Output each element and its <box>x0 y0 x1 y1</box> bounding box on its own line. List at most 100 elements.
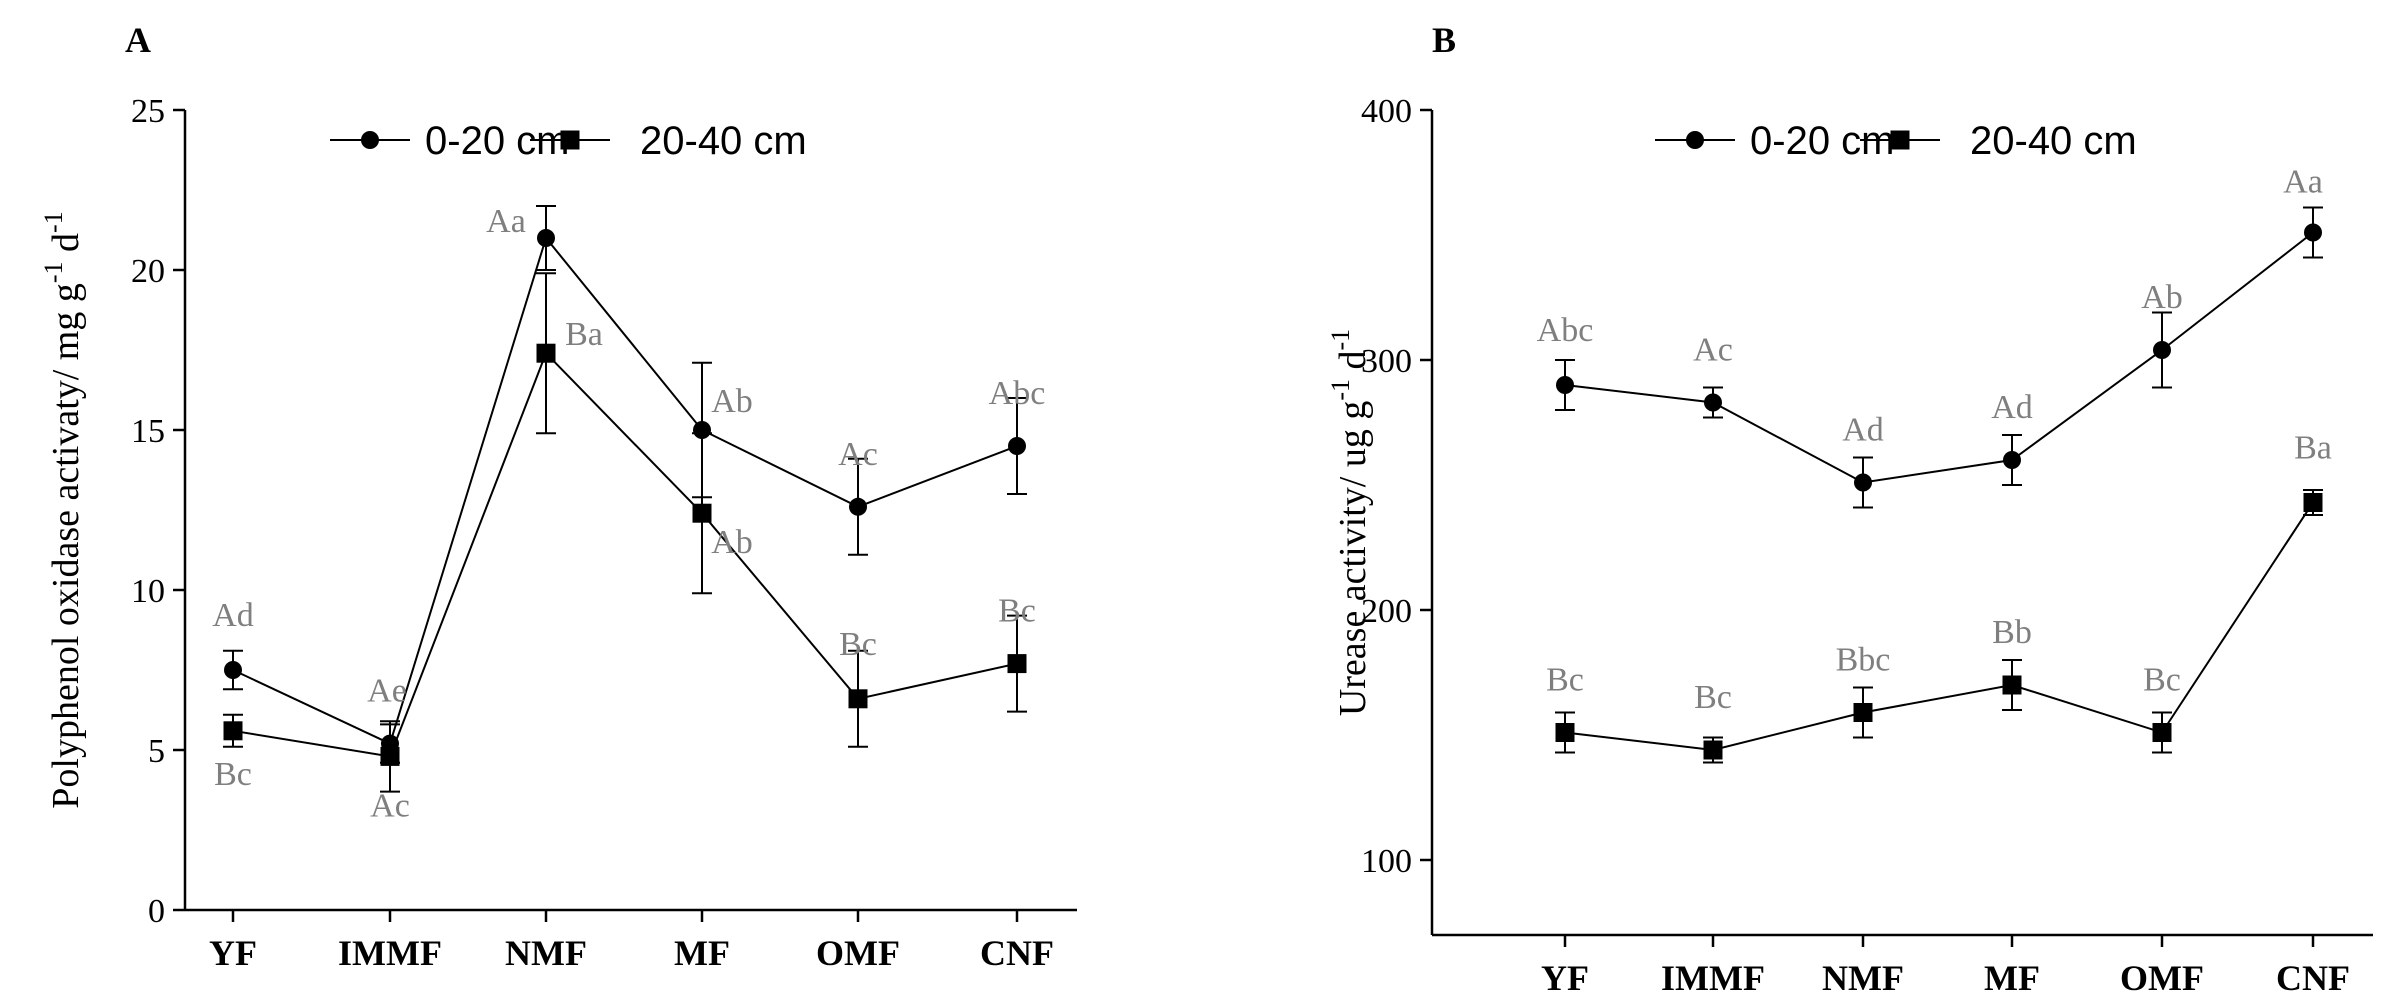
significance-label: Bb <box>1992 614 2032 651</box>
data-point-square <box>1007 654 1027 674</box>
x-tick-label: CNF <box>2276 958 2350 991</box>
legend: 0-20 cm 20-40 cm <box>1655 119 2137 163</box>
significance-label: Ba <box>2294 430 2332 467</box>
chart-panel-b: B 100 200 300 400 YF IMMF NMF MF OMF CNF Urease act… <box>1326 20 2373 996</box>
x-tick-label: NMF <box>505 933 587 973</box>
y-tick-label: 200 <box>1361 593 1412 630</box>
series-0-20cm: Ad Ae Aa Ab Ac Abc <box>212 203 1046 764</box>
data-point-square <box>223 721 243 741</box>
y-tick-label: 20 <box>131 253 165 290</box>
significance-label: Ab <box>2141 279 2183 316</box>
significance-label: Ac <box>370 787 410 824</box>
significance-label: Bc <box>839 626 877 663</box>
significance-label: Aa <box>2283 164 2323 201</box>
y-axis-title-main: Urease activity/ ug g <box>1332 401 1374 717</box>
significance-label: Ab <box>711 524 753 561</box>
significance-label: Ac <box>838 436 878 473</box>
legend-label: 20-40 cm <box>1970 119 2137 163</box>
y-tick-label: 10 <box>131 573 165 610</box>
significance-label: Bc <box>1546 662 1584 699</box>
data-point-square <box>380 746 400 766</box>
legend-label: 20-40 cm <box>640 119 807 163</box>
data-point-circle <box>1854 473 1872 492</box>
legend-square-marker <box>1890 130 1910 150</box>
y-axis-title-sup: -1 <box>1326 329 1355 351</box>
legend-circle-marker <box>361 131 379 149</box>
x-tick-label: YF <box>209 933 257 973</box>
data-point-circle <box>1008 437 1026 455</box>
series-20-40cm: Bc Ac Ba Ab Bc Bc <box>214 272 1036 824</box>
significance-label: Aa <box>486 203 526 240</box>
data-point-square <box>2303 493 2323 512</box>
significance-label: Bc <box>998 593 1036 630</box>
data-point-square <box>1555 723 1575 742</box>
legend-entry: 20-40 cm <box>530 119 807 163</box>
significance-label: Ad <box>212 597 254 634</box>
series-line <box>1564 501 2314 752</box>
panel-label: A <box>125 20 151 60</box>
data-point-circle <box>849 497 867 516</box>
x-tick-label: OMF <box>816 933 900 973</box>
series-line <box>232 235 1018 745</box>
legend-square-marker <box>560 130 580 150</box>
x-tick-label: MF <box>1984 958 2040 991</box>
y-axis-title-sup: -1 <box>39 211 68 233</box>
y-axis-title-unit: d <box>1332 350 1374 379</box>
significance-label: Bc <box>2143 662 2181 699</box>
significance-label: Bc <box>1694 679 1732 716</box>
significance-label: Ba <box>565 316 603 353</box>
x-tick-label: IMMF <box>338 933 442 973</box>
significance-label: Ab <box>711 383 753 420</box>
x-tick-label: MF <box>674 933 730 973</box>
significance-label: Ad <box>1991 389 2033 426</box>
y-tick-label: 100 <box>1361 843 1412 880</box>
x-tick-label: IMMF <box>1661 958 1765 991</box>
significance-label: Abc <box>989 375 1046 412</box>
y-tick-label: 0 <box>148 893 165 930</box>
panel-label: B <box>1432 20 1456 60</box>
data-point-square <box>1703 740 1723 760</box>
significance-label: Ae <box>367 673 407 710</box>
series-line <box>232 351 1018 758</box>
series-line <box>1564 231 2314 484</box>
data-point-square <box>848 689 868 709</box>
data-point-circle <box>224 661 242 679</box>
data-point-circle <box>2153 341 2171 359</box>
y-axis-title-sup: -1 <box>1326 379 1355 401</box>
y-axis-title: Polyphenol oxidase activaty/ mg g-1 d-1 <box>39 211 87 808</box>
data-point-circle <box>2003 451 2021 469</box>
significance-label: Ad <box>1842 412 1884 449</box>
significance-label: Ac <box>1693 332 1733 369</box>
data-point-circle <box>1556 376 1574 394</box>
significance-label: Abc <box>1537 312 1594 349</box>
legend: 0-20 cm 20-40 cm <box>330 119 807 163</box>
y-tick-label: 300 <box>1361 343 1412 380</box>
x-tick-label: CNF <box>980 933 1054 973</box>
chart-panel-a: A 0 5 10 15 20 25 YF IMMF NMF MF OMF CNF Polyphenol o… <box>39 20 1077 973</box>
data-point-square <box>2152 723 2172 742</box>
significance-label: Bc <box>214 756 252 793</box>
x-tick-label: NMF <box>1822 958 1904 991</box>
y-tick-label: 15 <box>131 413 165 450</box>
series-0-20cm: Abc Ac Ad Ad Ab Aa <box>1537 164 2323 509</box>
y-tick-label: 25 <box>131 93 165 130</box>
data-point-circle <box>1704 393 1722 412</box>
series-20-40cm: Bc Bc Bbc Bb Bc Ba <box>1546 430 2332 764</box>
x-tick-label: OMF <box>2120 958 2204 991</box>
data-point-square <box>2002 675 2022 695</box>
y-axis-title-sup: -1 <box>39 261 68 283</box>
data-point-square <box>536 343 556 363</box>
y-axis-title: Urease activity/ ug g-1 d-1 <box>1326 329 1374 716</box>
legend-circle-marker <box>1686 131 1704 149</box>
y-tick-label: 400 <box>1361 93 1412 130</box>
y-axis-title-unit: d <box>45 233 87 262</box>
data-point-square <box>1853 703 1873 722</box>
x-tick-label: YF <box>1541 958 1589 991</box>
data-point-circle <box>537 229 555 247</box>
data-point-square <box>692 503 712 523</box>
y-axis-title-main: Polyphenol oxidase activaty/ mg g <box>45 283 87 809</box>
legend-entry: 20-40 cm <box>1860 119 2137 163</box>
data-point-circle <box>693 421 711 439</box>
